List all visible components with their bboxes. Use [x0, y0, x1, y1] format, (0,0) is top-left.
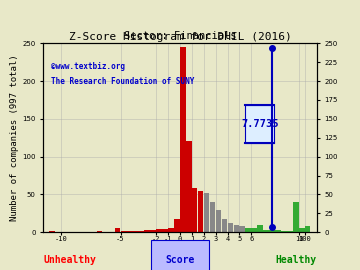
Bar — [150, 230, 156, 232]
Bar — [251, 228, 257, 232]
Bar — [257, 225, 263, 232]
Bar — [305, 226, 310, 232]
Bar — [49, 231, 55, 232]
Bar — [114, 228, 120, 232]
Text: ©www.textbiz.org: ©www.textbiz.org — [51, 62, 125, 71]
Bar — [144, 230, 150, 232]
Bar — [192, 188, 198, 232]
Y-axis label: Number of companies (997 total): Number of companies (997 total) — [10, 54, 19, 221]
Bar — [132, 231, 138, 232]
Bar — [269, 230, 275, 232]
Text: Healthy: Healthy — [276, 255, 317, 265]
Text: Unhealthy: Unhealthy — [43, 255, 96, 265]
Bar — [287, 231, 293, 232]
Text: The Research Foundation of SUNY: The Research Foundation of SUNY — [51, 77, 195, 86]
FancyBboxPatch shape — [245, 105, 274, 143]
Bar — [180, 47, 186, 232]
Bar — [228, 223, 233, 232]
Bar — [204, 193, 210, 232]
Bar — [210, 202, 215, 232]
Bar — [281, 231, 287, 232]
Bar — [263, 230, 269, 232]
Bar — [186, 141, 192, 232]
Bar — [275, 230, 281, 232]
Bar — [299, 228, 305, 232]
Bar — [121, 231, 126, 232]
Bar — [293, 202, 298, 232]
Bar — [97, 231, 102, 232]
Text: Score: Score — [165, 255, 195, 265]
Bar — [168, 228, 174, 232]
Bar — [234, 225, 239, 232]
Bar — [162, 229, 168, 232]
Bar — [216, 210, 221, 232]
Bar — [222, 219, 227, 232]
Bar — [174, 219, 180, 232]
Text: 7.7735: 7.7735 — [241, 119, 278, 129]
Bar — [246, 228, 251, 232]
Bar — [198, 191, 203, 232]
Bar — [239, 226, 245, 232]
Title: Z-Score Histogram for DHIL (2016): Z-Score Histogram for DHIL (2016) — [69, 32, 291, 42]
Bar — [156, 229, 162, 232]
Text: Sector: Financials: Sector: Financials — [124, 31, 236, 41]
Bar — [126, 231, 132, 232]
Bar — [138, 231, 144, 232]
